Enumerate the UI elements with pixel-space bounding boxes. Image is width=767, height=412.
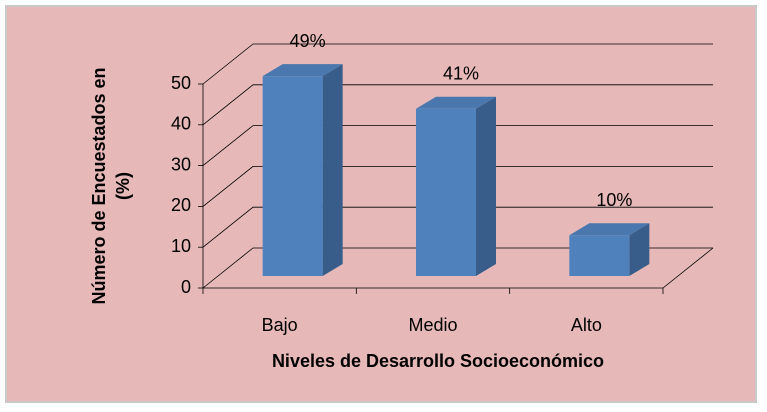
y-tick-label: 0 (181, 277, 191, 297)
bar-front (569, 235, 630, 276)
x-axis-title: Niveles de Desarrollo Socioeconómico (272, 351, 604, 371)
bar (569, 223, 650, 276)
bar (416, 96, 496, 276)
bar-side (476, 96, 496, 276)
data-label: 49% (290, 31, 326, 51)
data-label: 41% (443, 63, 479, 83)
grid-line (202, 247, 713, 289)
y-tick-label: 10 (171, 236, 191, 256)
y-tick-label: 20 (171, 195, 191, 215)
grid-line (202, 84, 713, 126)
x-tick-label: Medio (408, 315, 457, 335)
bar-top (416, 96, 496, 109)
bar-front (262, 76, 323, 276)
grid-line (202, 125, 713, 166)
bar-side (629, 223, 650, 276)
y-tick-label: 50 (171, 73, 191, 93)
chart-area (5, 5, 757, 403)
bar-front (416, 108, 476, 276)
y-axis-title: Número de Encuestados en (%) (89, 67, 133, 304)
y-tick-label: 40 (171, 114, 191, 134)
x-tick-label: Alto (571, 315, 602, 335)
y-tick-label: 30 (171, 154, 191, 174)
grid-line (202, 166, 713, 207)
bar-top (569, 223, 650, 236)
bar-side (322, 64, 343, 276)
grid-line (202, 206, 713, 248)
bar (262, 64, 343, 276)
bar-top (262, 64, 343, 77)
data-label: 10% (596, 190, 632, 210)
y-axis-title-line: Número de Encuestados en (89, 67, 109, 304)
grid-line (202, 43, 713, 85)
y-axis-title-line: (%) (113, 172, 133, 200)
x-tick-label: Bajo (262, 315, 298, 335)
